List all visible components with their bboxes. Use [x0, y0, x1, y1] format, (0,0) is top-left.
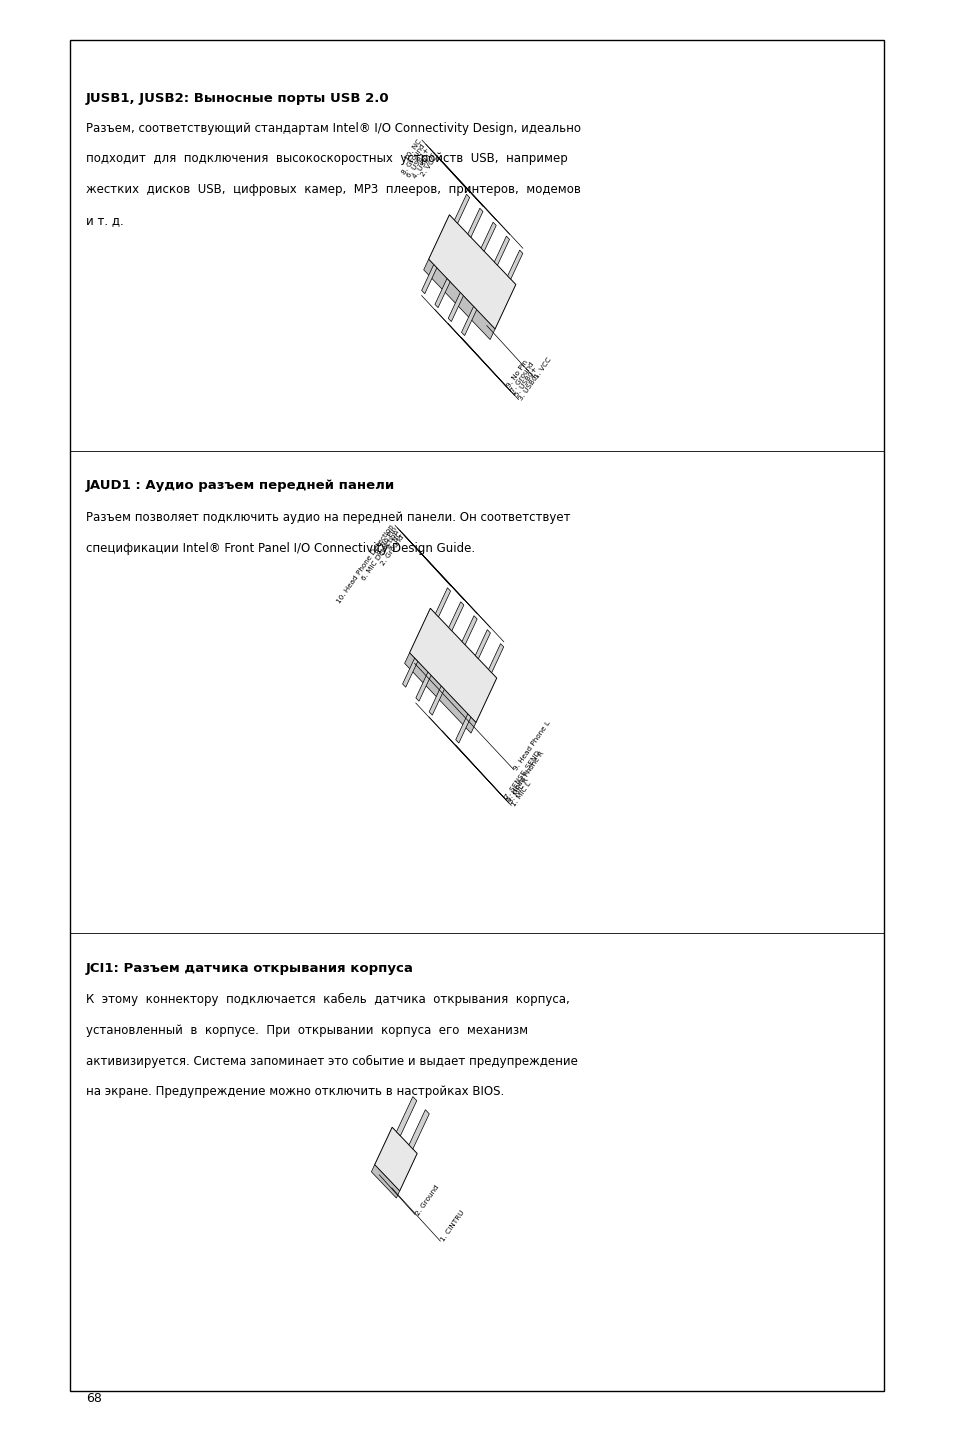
Text: 1. MIC L: 1. MIC L: [510, 780, 532, 807]
Polygon shape: [488, 644, 503, 673]
Text: 6. MIC Detection: 6. MIC Detection: [360, 528, 400, 581]
Polygon shape: [435, 279, 450, 308]
Text: К  этому  коннектору  подключается  кабель  датчика  открывания  корпуса,: К этому коннектору подключается кабель д…: [86, 993, 569, 1006]
Text: установленный  в  корпусе.  При  открывании  корпуса  его  механизм: установленный в корпусе. При открывании …: [86, 1025, 527, 1037]
Polygon shape: [435, 588, 450, 617]
Polygon shape: [428, 215, 516, 329]
Polygon shape: [371, 1165, 399, 1198]
Text: 9. Head Phone L: 9. Head Phone L: [513, 720, 552, 771]
Polygon shape: [456, 714, 471, 743]
Text: 7. Ground: 7. Ground: [510, 361, 535, 394]
Text: 10. Head Phone Detection: 10. Head Phone Detection: [336, 524, 395, 605]
Text: 8. Ground: 8. Ground: [400, 143, 426, 175]
Text: Разъем позволяет подключить аудио на передней панели. Он соответствует: Разъем позволяет подключить аудио на пер…: [86, 511, 570, 524]
Polygon shape: [396, 1096, 416, 1136]
Text: 1. VCC: 1. VCC: [534, 356, 552, 379]
Text: JUSB1, JUSB2: Выносные порты USB 2.0: JUSB1, JUSB2: Выносные порты USB 2.0: [86, 92, 389, 104]
Polygon shape: [409, 608, 497, 723]
Text: 10. NC: 10. NC: [403, 139, 422, 162]
Polygon shape: [448, 602, 463, 631]
Text: 1. CINTRU: 1. CINTRU: [439, 1209, 465, 1242]
Polygon shape: [475, 630, 490, 658]
Text: спецификации Intel® Front Panel I/O Connectivity Design Guide.: спецификации Intel® Front Panel I/O Conn…: [86, 541, 475, 555]
Text: 3. USB0-: 3. USB0-: [517, 372, 540, 401]
Polygon shape: [402, 658, 417, 687]
Text: Разъем, соответствующий стандартам Intel® I/O Connectivity Design, идеально: Разъем, соответствующий стандартам Intel…: [86, 122, 580, 135]
Text: подходит  для  подключения  высокоскоростных  устройств  USB,  например: подходит для подключения высокоскоростны…: [86, 153, 567, 166]
Bar: [70, 40, 883, 1391]
Polygon shape: [416, 673, 431, 701]
Text: JAUD1 : Аудио разъем передней панели: JAUD1 : Аудио разъем передней панели: [86, 479, 395, 492]
Polygon shape: [448, 292, 463, 322]
Polygon shape: [429, 685, 444, 716]
Polygon shape: [423, 259, 495, 339]
Text: 4. NC: 4. NC: [386, 531, 402, 551]
Text: 5. USB0+: 5. USB0+: [514, 365, 538, 398]
Text: 8. No Pin: 8. No Pin: [375, 527, 397, 555]
Text: 6. USB1+: 6. USB1+: [405, 146, 430, 179]
Polygon shape: [507, 250, 522, 279]
Text: 5. Head Phone R: 5. Head Phone R: [505, 750, 545, 803]
Polygon shape: [461, 615, 476, 645]
Polygon shape: [454, 195, 469, 223]
Polygon shape: [461, 306, 476, 335]
Text: жестких  дисков  USB,  цифровых  камер,  MP3  плееров,  принтеров,  модемов: жестких дисков USB, цифровых камер, MP3 …: [86, 183, 580, 196]
Text: на экране. Предупреждение можно отключить в настройках BIOS.: на экране. Предупреждение можно отключит…: [86, 1085, 503, 1099]
Text: 4. USB1-: 4. USB1-: [411, 150, 434, 180]
Polygon shape: [404, 653, 476, 733]
Text: 7. SENSE_SEND: 7. SENSE_SEND: [503, 750, 541, 800]
Text: 3. MIC R: 3. MIC R: [508, 777, 530, 804]
Text: 68: 68: [86, 1392, 102, 1405]
Text: JCI1: Разъем датчика открывания корпуса: JCI1: Разъем датчика открывания корпуса: [86, 962, 414, 975]
Polygon shape: [375, 1128, 416, 1191]
Polygon shape: [409, 1109, 429, 1149]
Text: и т. д.: и т. д.: [86, 213, 124, 228]
Polygon shape: [494, 236, 509, 265]
Text: 2. Ground: 2. Ground: [379, 534, 405, 567]
Text: активизируется. Система запоминает это событие и выдает предупреждение: активизируется. Система запоминает это с…: [86, 1055, 578, 1068]
Text: 2. Ground: 2. Ground: [415, 1183, 439, 1216]
Polygon shape: [467, 209, 482, 238]
Text: 2. VCC: 2. VCC: [419, 155, 437, 177]
Polygon shape: [480, 222, 496, 252]
Polygon shape: [421, 265, 436, 293]
Text: 9. No Pin: 9. No Pin: [506, 359, 529, 389]
